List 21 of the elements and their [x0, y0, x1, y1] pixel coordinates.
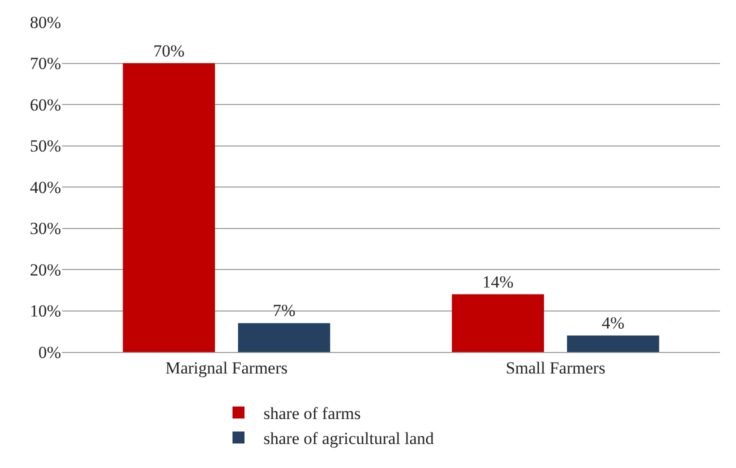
- y-tick-label: 30%: [30, 219, 61, 238]
- bar: [567, 336, 660, 352]
- bar: [122, 63, 215, 352]
- data-label: 14%: [482, 272, 514, 292]
- data-label: 4%: [602, 314, 624, 332]
- y-tick-label: 20%: [30, 260, 61, 280]
- x-tick-label: Small Farmers: [506, 358, 606, 378]
- data-label: 7%: [272, 301, 296, 320]
- legend-label: share of farms: [264, 404, 361, 424]
- bar: [452, 294, 544, 352]
- y-tick-label: 0%: [38, 342, 61, 362]
- x-tick-label: Marignal Farmers: [165, 358, 288, 378]
- y-tick-label: 10%: [30, 302, 61, 321]
- data-label: 70%: [153, 41, 185, 60]
- y-tick-label: 70%: [30, 54, 61, 74]
- y-tick-label: 80%: [30, 12, 61, 32]
- legend-label: share of agricultural land: [264, 429, 434, 448]
- y-tick-label: 60%: [30, 95, 61, 114]
- bar: [238, 323, 330, 352]
- y-tick-label: 50%: [30, 136, 61, 156]
- y-tick-label: 40%: [30, 178, 61, 197]
